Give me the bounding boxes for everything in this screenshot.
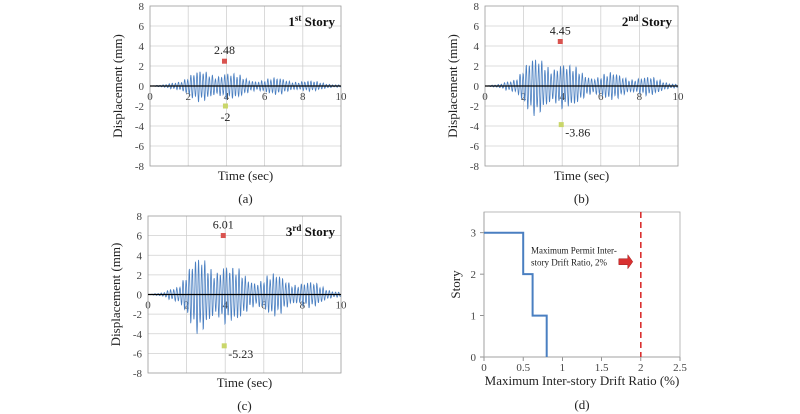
- panel-c-story-title: 3rd Story: [286, 223, 336, 239]
- y-tick-label: 0: [474, 81, 480, 93]
- panel-a-signal: [150, 71, 342, 103]
- y-tick-label: -4: [470, 121, 480, 133]
- y-tick-label: 2: [137, 270, 143, 282]
- panel-d-xlabel: Maximum Inter-story Drift Ratio (%): [485, 373, 680, 388]
- x-tick-label: 8: [637, 91, 643, 103]
- panel-b-signal: [485, 59, 679, 117]
- x-tick-label: 1: [560, 362, 566, 374]
- y-tick-label: 4: [139, 41, 145, 53]
- panel-d-frame: [483, 211, 681, 358]
- panel-a-xlabel: Time (sec): [218, 168, 274, 183]
- panel-d-arrow-icon: [618, 253, 634, 270]
- x-tick-label: 2: [184, 300, 190, 312]
- panel-c-signal: [148, 259, 342, 334]
- y-tick-label: -2: [133, 309, 142, 321]
- x-tick-label: 0.5: [516, 362, 530, 374]
- y-tick-label: -2: [135, 101, 144, 113]
- panel-b-min-label: -3.86: [565, 126, 590, 140]
- y-tick-label: -6: [470, 141, 480, 153]
- panel-b-max-marker: [557, 39, 563, 44]
- y-tick-label: 0: [139, 81, 145, 93]
- panel-d-ylabel: Story: [448, 270, 463, 299]
- panel-b-caption: (b): [574, 191, 589, 206]
- panel-a-min-label: -2: [220, 110, 230, 124]
- y-tick-label: -8: [133, 368, 143, 380]
- panel-d-annotation-line1: Maximum Permit Inter-: [531, 245, 617, 255]
- x-tick-label: 1.5: [595, 362, 609, 374]
- panel-c-xlabel: Time (sec): [217, 375, 273, 390]
- panel-a-caption: (a): [238, 191, 252, 206]
- x-tick-label: 0: [481, 362, 487, 374]
- panel-c-min-label: -5.23: [228, 347, 253, 361]
- y-tick-label: -4: [135, 121, 145, 133]
- x-tick-label: 6: [598, 91, 604, 103]
- y-tick-label: 8: [137, 211, 143, 223]
- y-tick-label: 6: [139, 21, 145, 33]
- y-tick-label: 1: [471, 311, 477, 323]
- panel-c-max-marker: [220, 233, 226, 239]
- y-tick-label: 4: [474, 41, 480, 53]
- panel-a-min-marker: [222, 103, 228, 109]
- x-tick-label: 2: [638, 362, 644, 374]
- y-tick-label: 0: [471, 352, 477, 364]
- panel-b-story-title: 2nd Story: [622, 13, 673, 29]
- panel-c-yticks: -8 -6 -4 -2 0 2 4 6 8: [133, 211, 143, 380]
- panel-a-ylabel: Displacement (mm): [110, 34, 125, 138]
- panel-a-yticks: -8 -6 -4 -2 0 2 4 6 8: [135, 1, 145, 173]
- panel-d-xticks: 0 0.5 1 1.5 2 2.5: [481, 357, 687, 374]
- y-tick-label: -8: [135, 161, 145, 173]
- x-tick-label: 8: [300, 91, 306, 103]
- panel-b-max-label: 4.45: [550, 24, 571, 38]
- panel-d-drift-profile: [484, 231, 548, 357]
- panel-b-min-marker: [558, 122, 564, 128]
- y-tick-label: 4: [137, 250, 143, 262]
- y-tick-label: 3: [471, 228, 477, 240]
- x-tick-label: 6: [261, 300, 267, 312]
- y-tick-label: 8: [474, 1, 480, 13]
- x-tick-label: 2: [185, 91, 191, 103]
- panel-d-annotation-line2: story Drift Ratio, 2%: [531, 257, 607, 267]
- panel-a-story-title: 1st Story: [288, 13, 335, 29]
- x-tick-label: 2.5: [673, 362, 687, 374]
- panel-b-ylabel: Displacement (mm): [445, 34, 460, 138]
- panel-c-max-label: 6.01: [213, 218, 234, 232]
- panel-c-min-marker: [221, 343, 227, 349]
- y-tick-label: 6: [137, 231, 143, 243]
- panel-c-ylabel: Displacement (mm): [108, 243, 123, 347]
- panel-a-xticks: 0 2 4 6 8 10: [147, 91, 347, 103]
- x-tick-label: 6: [262, 91, 268, 103]
- panel-a-grid: [150, 6, 341, 166]
- panel-b-grid: [485, 6, 678, 166]
- y-tick-label: 0: [137, 290, 143, 302]
- y-tick-label: -2: [470, 101, 479, 113]
- x-tick-label: 2: [521, 91, 527, 103]
- y-tick-label: 2: [474, 61, 480, 73]
- panel-d-yticks: 0 1 2 3: [471, 228, 484, 364]
- y-tick-label: -8: [470, 161, 480, 173]
- panel-c-caption: (c): [237, 398, 251, 413]
- y-tick-label: -6: [135, 141, 145, 153]
- y-tick-label: 2: [139, 61, 145, 73]
- panel-b-xlabel: Time (sec): [554, 168, 610, 183]
- panel-a-max-label: 2.48: [214, 43, 235, 57]
- y-tick-label: 8: [139, 1, 145, 13]
- panel-a-max-marker: [221, 58, 227, 64]
- y-tick-label: -6: [133, 348, 143, 360]
- y-tick-label: 2: [471, 269, 477, 281]
- y-tick-label: -4: [133, 329, 143, 341]
- panel-b-yticks: -8 -6 -4 -2 0 2 4 6 8: [470, 1, 480, 173]
- y-tick-label: 6: [474, 21, 480, 33]
- panel-d-caption: (d): [574, 397, 589, 412]
